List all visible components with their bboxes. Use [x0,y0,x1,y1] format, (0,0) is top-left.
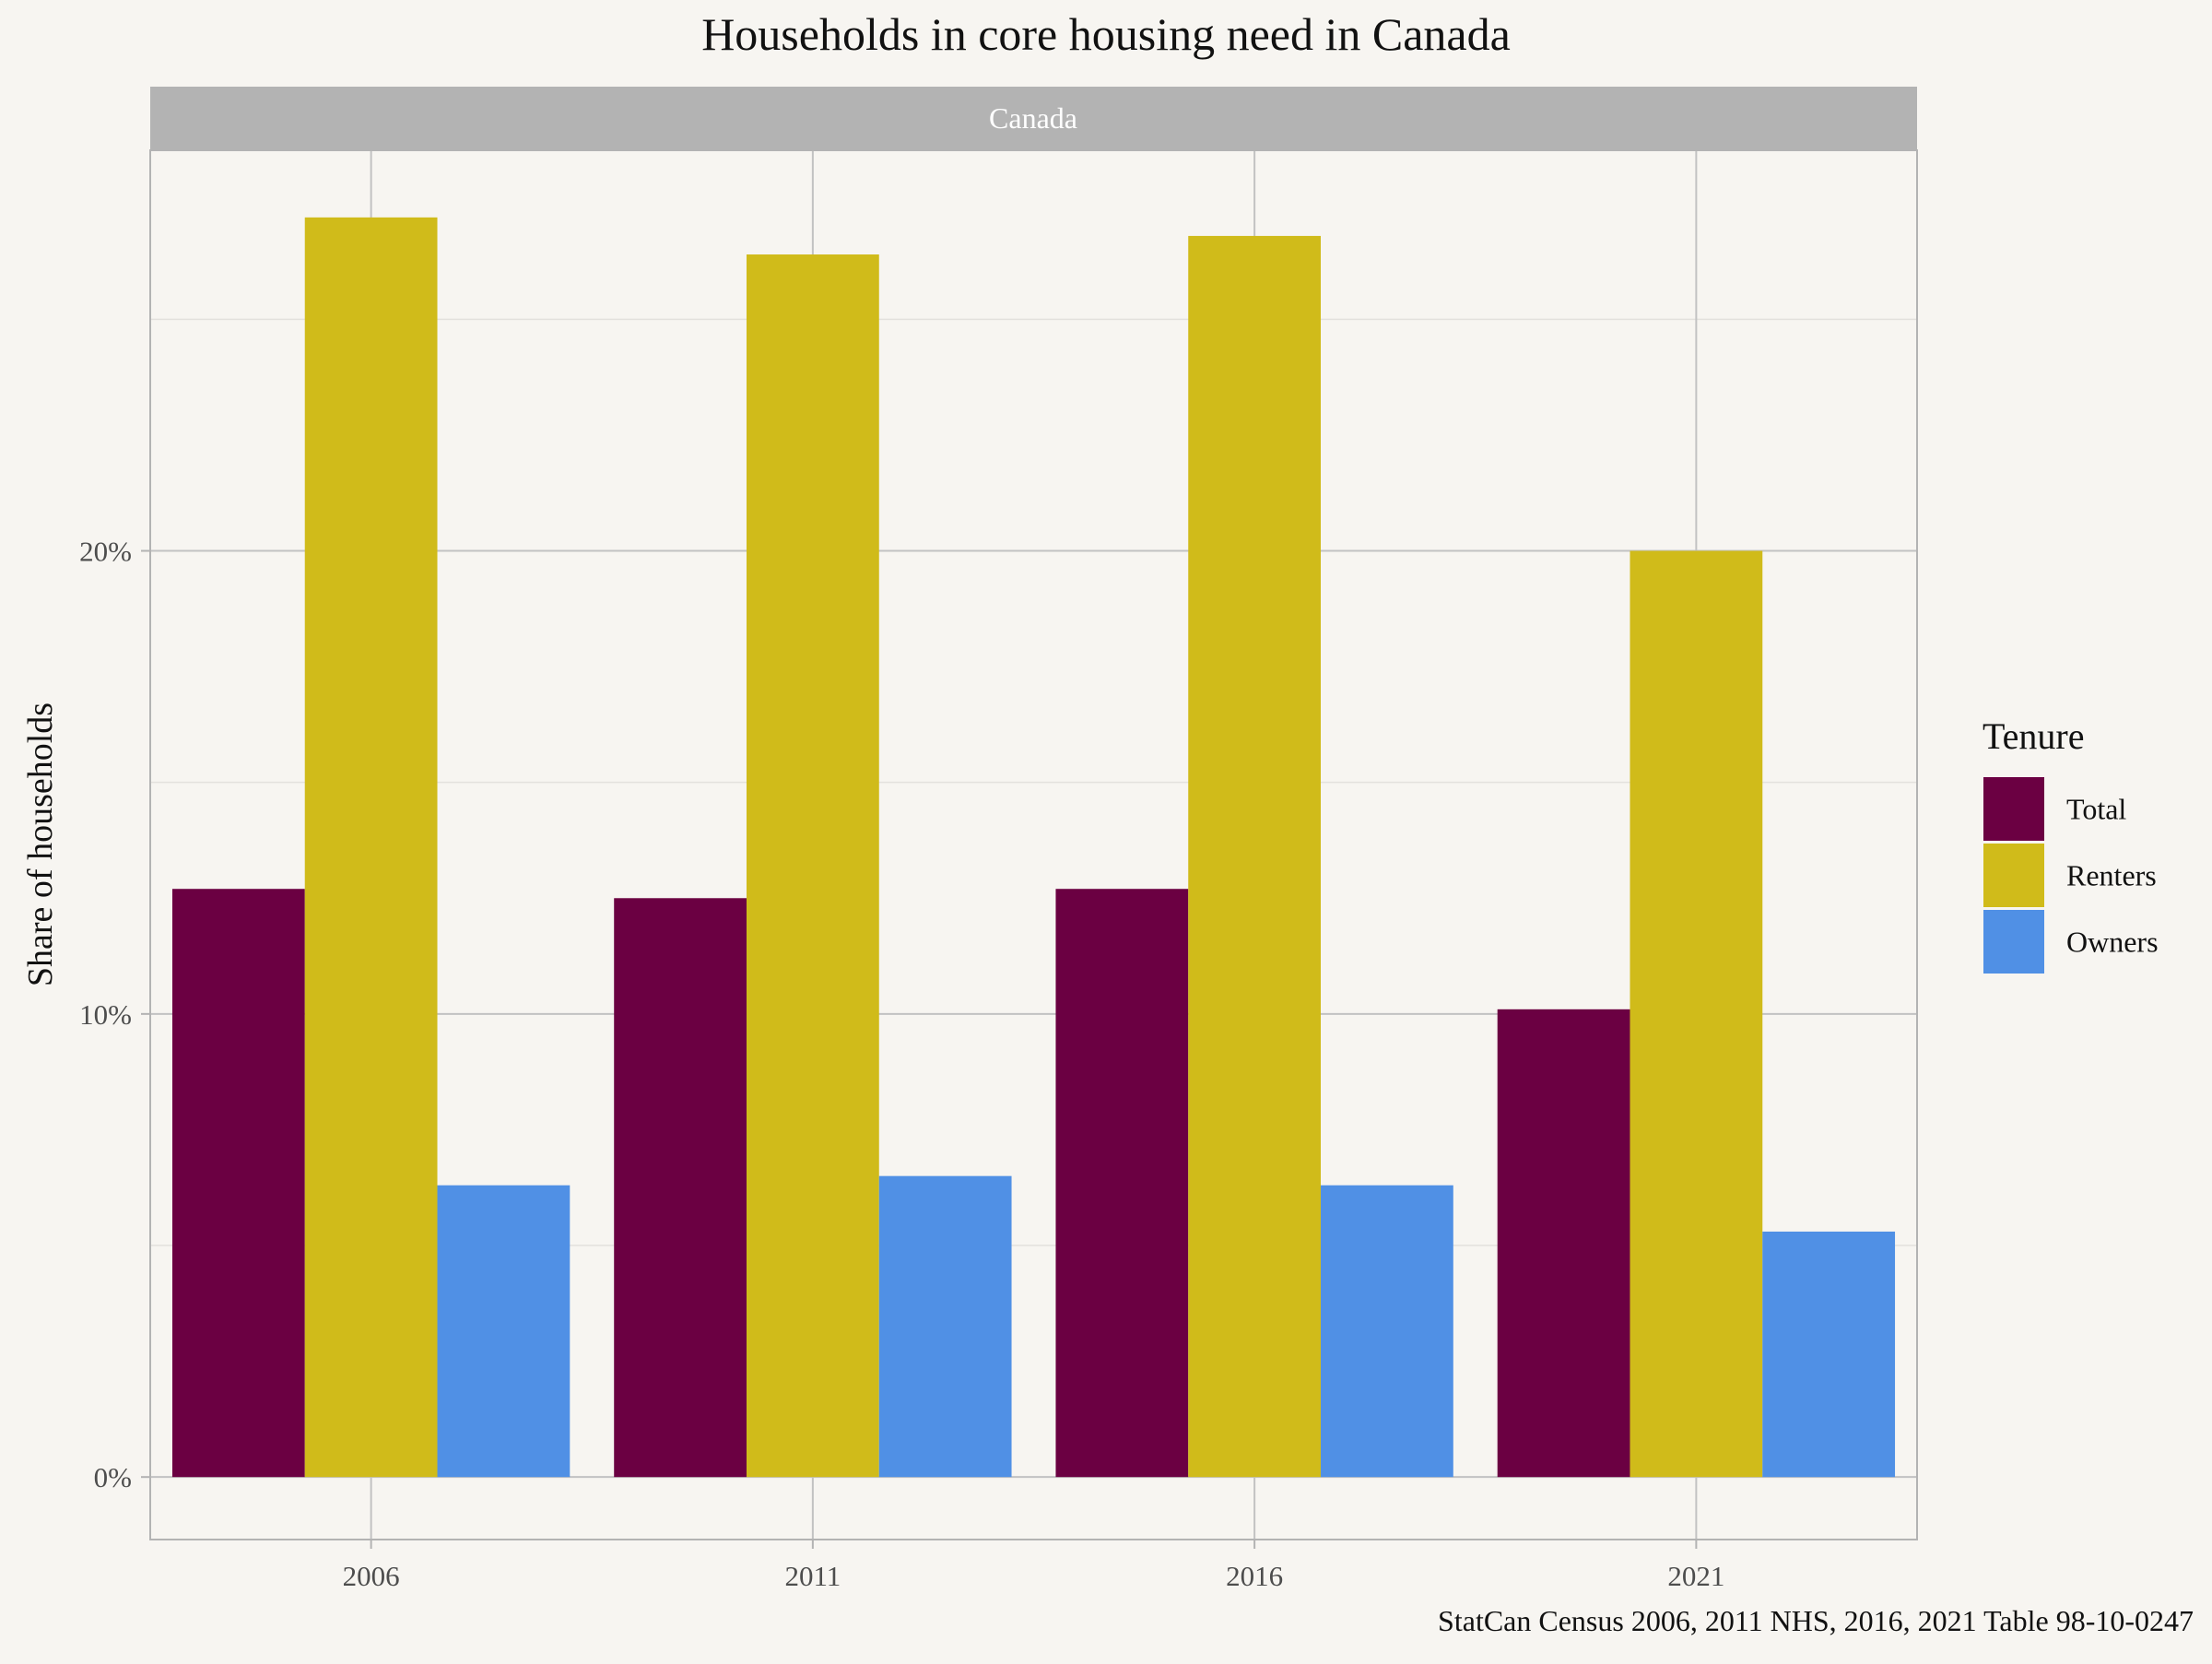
legend-label-total: Total [2066,793,2126,826]
bar-renters-2006 [304,217,438,1478]
bar-total-2021 [1497,1009,1630,1478]
legend-key-total [1983,777,2044,841]
legend-items: Total Renters Owners [1983,777,2159,974]
legend-label-owners: Owners [2066,926,2159,959]
bar-total-2006 [171,889,305,1478]
panel-border [149,149,1918,1540]
bar-owners-2021 [1762,1231,1896,1478]
chart-title: Households in core housing need in Canad… [701,8,1511,60]
legend-key-owners [1983,910,2044,974]
bar-owners-2006 [437,1185,571,1478]
bar-renters-2021 [1630,550,1763,1478]
bar-total-2011 [614,898,747,1478]
facet-strip-background [150,87,1917,150]
y-tick-label: 10% [79,998,132,1031]
x-tick-label: 2021 [1667,1560,1724,1592]
chart-caption: StatCan Census 2006, 2011 NHS, 2016, 202… [1438,1604,2194,1637]
legend-label-renters: Renters [2066,859,2157,892]
x-tick-label: 2011 [784,1560,841,1592]
y-tick-label: 20% [79,536,132,568]
bar-owners-2011 [878,1175,1012,1478]
facet-strip: Canada [150,87,1917,150]
y-axis: 0% 10% 20% [79,536,150,1493]
bar-renters-2016 [1188,235,1322,1478]
legend: Tenure Total Renters Owners [1983,715,2159,974]
y-tick-label: 0% [94,1461,132,1493]
legend-key-renters [1983,844,2044,907]
y-axis-title: Share of households [21,702,60,986]
bar-renters-2011 [746,254,879,1478]
x-tick-label: 2016 [1226,1560,1283,1592]
x-tick-label: 2006 [343,1560,400,1592]
legend-title: Tenure [1983,715,2084,757]
x-axis: 2006 2011 2016 2021 [343,1540,1724,1592]
bars-layer [171,217,1896,1478]
facet-strip-label: Canada [989,101,1077,135]
bar-total-2016 [1055,889,1189,1478]
bar-owners-2016 [1321,1185,1453,1478]
